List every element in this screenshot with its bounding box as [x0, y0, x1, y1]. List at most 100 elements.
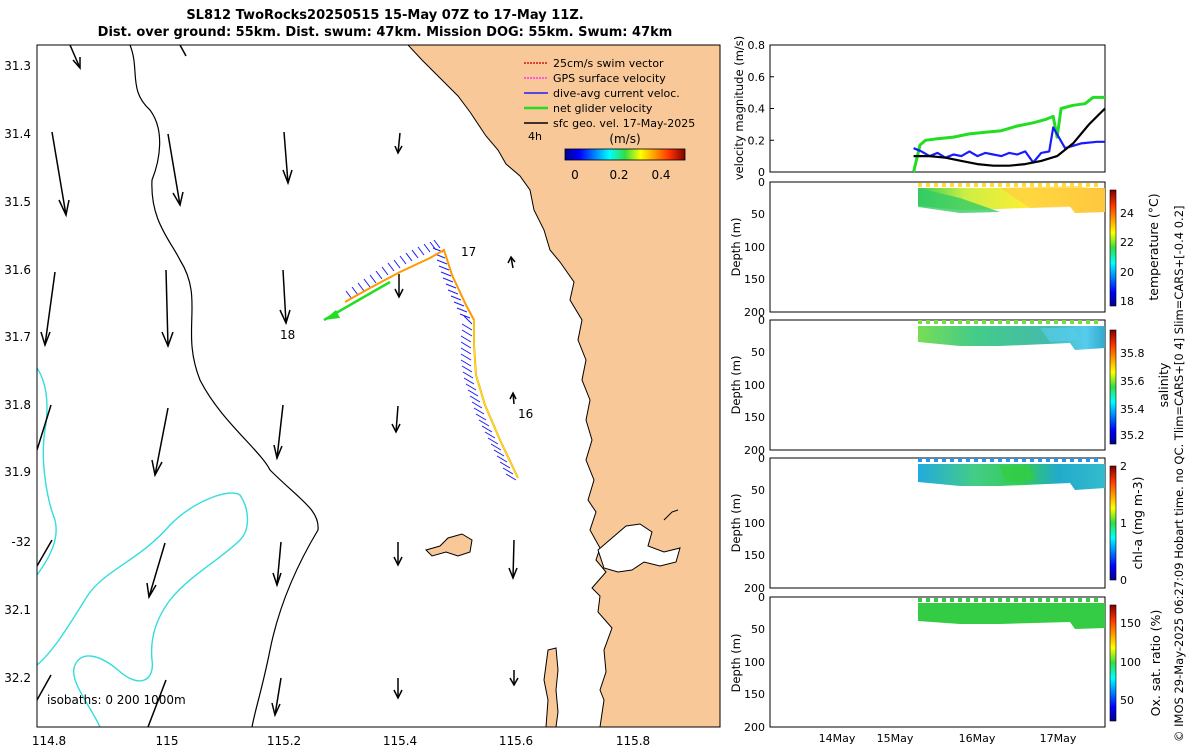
map-panel: 25cm/s swim vector GPS surface velocity … [4, 44, 721, 748]
velocity-y-tick-label: 0.8 [748, 39, 766, 52]
legend-label: sfc geo. vel. 17-May-2025 [553, 117, 695, 130]
velocity-series-dive-avg-current-veloc- [913, 126, 1105, 164]
depth-tick: 100 [744, 379, 765, 392]
legend-label: dive-avg current veloc. [553, 87, 680, 100]
y-tick-label: 31.4 [4, 127, 31, 141]
legend-item-dive-avg: dive-avg current veloc. [524, 87, 680, 100]
temperature-cbar-tick: 24 [1120, 207, 1134, 220]
legend-label: net glider velocity [553, 102, 653, 115]
depth-tick: 100 [744, 241, 765, 254]
y-tick-label: 31.5 [4, 195, 31, 209]
x-tick-label: 115.6 [499, 734, 533, 748]
track-line-yellow [473, 320, 519, 479]
legend-label: GPS surface velocity [553, 72, 666, 85]
chla-cbar-tick: 1 [1120, 517, 1127, 530]
salinity-cbar-label: salinity [1156, 362, 1171, 407]
depth-tick: 50 [751, 623, 765, 636]
oxygen-y-axis-label: Depth (m) [729, 634, 743, 693]
velocity-y-tick-label: 0.6 [748, 71, 766, 84]
depth-tick: 50 [751, 208, 765, 221]
depth-tick: 0 [758, 452, 765, 465]
time-tick-label: 17May [1040, 732, 1077, 745]
y-tick-label: 31.8 [4, 398, 31, 412]
velocity-series-group [912, 95, 1106, 173]
day-label-17: 17 [461, 245, 476, 259]
x-tick-label: 115.2 [267, 734, 301, 748]
figure-title-line-1: SL812 TwoRocks20250515 15-May 07Z to 17-… [186, 8, 584, 23]
time-tick-label: 14May [819, 732, 856, 745]
temperature-cbar-tick: 22 [1120, 236, 1134, 249]
y-tick-label: 31.9 [4, 465, 31, 479]
depth-tick: 0 [758, 591, 765, 604]
salinity-colorbar [1109, 329, 1117, 445]
colorbar-unit-label: (m/s) [609, 132, 640, 146]
time-axis: 14May 15May 16May 17May [819, 732, 1077, 745]
chla-cbar-tick: 0 [1120, 574, 1127, 587]
velocity-y-tick-label: 0.2 [748, 134, 766, 147]
depth-tick: 200 [744, 306, 765, 319]
depth-tick: 150 [744, 549, 765, 562]
chla-y-axis-label: Depth (m) [729, 494, 743, 553]
depth-tick: 200 [744, 582, 765, 595]
temperature-cool-patch [918, 188, 1000, 213]
isobaths-label: isobaths: 0 200 1000m [47, 693, 186, 707]
glider-track [323, 239, 519, 481]
map-legend: 25cm/s swim vector GPS surface velocity … [524, 57, 695, 182]
oxygen-cbar-tick: 50 [1120, 694, 1134, 707]
depth-tick: 0 [758, 176, 765, 189]
legend-item-gps: GPS surface velocity [524, 72, 666, 85]
time-tick-label: 16May [959, 732, 996, 745]
x-tick-label: 115.4 [383, 734, 417, 748]
colorbar-tick-label: 0.4 [651, 168, 670, 182]
garden-island [543, 647, 559, 727]
salinity-panel: 35.2 35.4 35.6 35.8 salinity Depth (m) [729, 319, 1171, 451]
oxygen-panel: 50 100 150 Ox. sat. ratio (%) Depth (m) [729, 596, 1163, 728]
legend-item-geo: sfc geo. vel. 17-May-2025 [524, 117, 695, 130]
x-tick-label: 115.8 [616, 734, 650, 748]
net-glider-velocity-head [324, 310, 340, 320]
y-tick-label: 31.3 [4, 59, 31, 73]
depth-tick: 100 [744, 517, 765, 530]
temperature-warm-patch [1000, 186, 1105, 213]
salinity-fresh-patch [1040, 328, 1080, 342]
time-interval-label: 4h [528, 130, 542, 143]
chla-panel: 0 1 2 chl-a (mg m-3) Depth (m) [729, 457, 1145, 589]
velocity-y-axis-label: velocity magnitude (m/s) [732, 36, 746, 181]
velocity-series-sfc-geo-vel- [913, 107, 1106, 167]
temperature-y-axis-label: Depth (m) [729, 218, 743, 277]
day-label-16: 16 [518, 407, 533, 421]
map-x-axis: 114.8 115 115.2 115.4 115.6 115.8 [32, 734, 650, 748]
chla-high-patch [1000, 466, 1035, 482]
depth-tick: 150 [744, 273, 765, 286]
map-frame [36, 44, 721, 728]
salinity-y-axis-label: Depth (m) [729, 356, 743, 415]
salinity-cbar-tick: 35.8 [1120, 347, 1145, 360]
oxygen-section [918, 603, 1105, 629]
oxygen-cbar-tick: 100 [1120, 656, 1141, 669]
colorbar-tick-label: 0.2 [609, 168, 628, 182]
temperature-colorbar [1109, 189, 1117, 307]
salinity-cbar-tick: 35.2 [1120, 429, 1145, 442]
legend-label: 25cm/s swim vector [553, 57, 664, 70]
depth-tick: 200 [744, 444, 765, 457]
dive-avg-current-vectors [345, 239, 517, 481]
depth-tick: 50 [751, 346, 765, 359]
velocity-y-ticks: 0 0.2 0.4 0.6 0.8 [748, 39, 774, 179]
y-tick-label: 32.2 [4, 671, 31, 685]
depth-tick: 50 [751, 484, 765, 497]
y-tick-label: -32 [11, 535, 31, 549]
rottnest-island [425, 533, 473, 557]
figure-title-line-2: Dist. over ground: 55km. Dist. swum: 47k… [97, 25, 673, 40]
temperature-cbar-label: temperature (°C) [1146, 193, 1161, 300]
y-tick-label: 31.7 [4, 330, 31, 344]
depth-tick: 150 [744, 688, 765, 701]
velocity-panel: 0 0.2 0.4 0.6 0.8 velocity magnitude (m/s) [732, 36, 1106, 181]
x-tick-label: 115 [156, 734, 179, 748]
y-tick-label: 31.6 [4, 263, 31, 277]
x-tick-label: 114.8 [32, 734, 66, 748]
salinity-cbar-tick: 35.6 [1120, 375, 1145, 388]
velocity-y-tick-label: 0.4 [748, 103, 766, 116]
depth-tick: 100 [744, 656, 765, 669]
geo-velocity-arrows [37, 45, 519, 727]
